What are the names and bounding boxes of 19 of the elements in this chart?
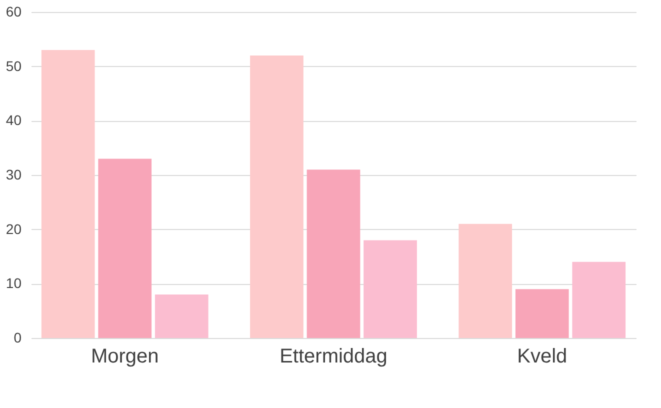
y-tick-label: 30	[6, 166, 22, 182]
y-tick-label: 60	[6, 4, 22, 20]
bar	[458, 224, 512, 338]
x-tick-label: Ettermiddag	[280, 346, 388, 368]
y-tick-label: 0	[14, 330, 22, 346]
y-tick-label: 40	[6, 112, 22, 128]
x-tick-label: Morgen	[90, 346, 159, 368]
bar	[572, 262, 626, 338]
y-tick-label: 50	[6, 58, 22, 74]
y-tick-label: 20	[6, 220, 22, 237]
bar	[250, 55, 304, 338]
bar	[41, 50, 95, 338]
bar	[364, 240, 417, 338]
x-tick-label: Kveld	[517, 346, 568, 368]
bar	[515, 289, 569, 338]
bar	[98, 158, 152, 338]
bar	[154, 294, 208, 338]
bar	[306, 170, 360, 338]
y-tick-label: 10	[6, 275, 22, 292]
